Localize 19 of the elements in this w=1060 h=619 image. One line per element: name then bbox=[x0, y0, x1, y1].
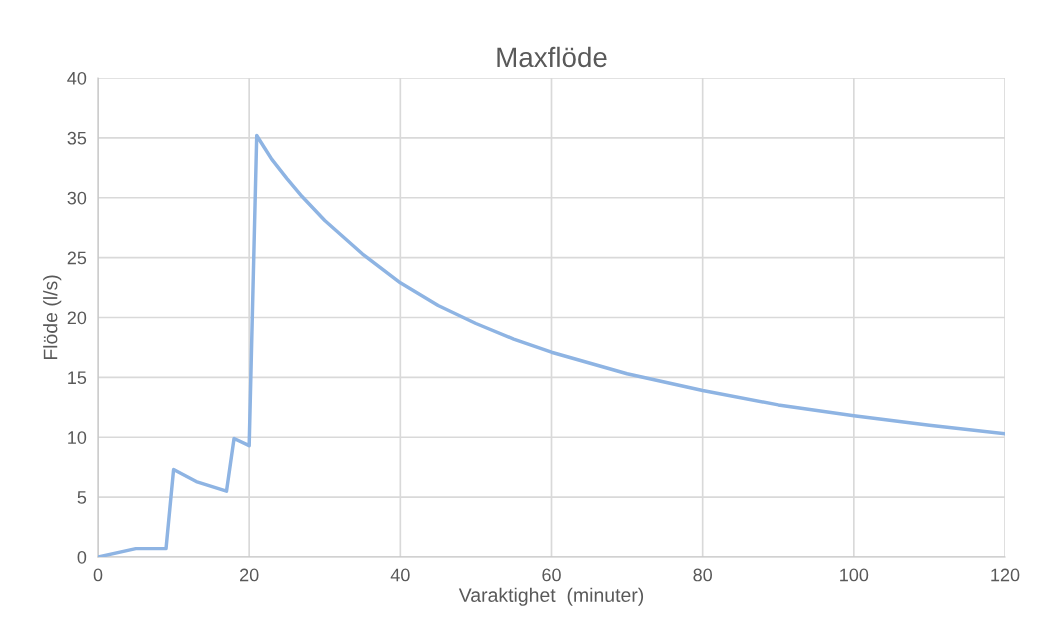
x-tick-label: 100 bbox=[840, 568, 869, 582]
x-tick-label: 40 bbox=[390, 568, 410, 582]
y-tick-label: 5 bbox=[77, 491, 87, 504]
y-tick-label: 20 bbox=[67, 311, 87, 325]
y-axis-title: Flöde (l/s) bbox=[43, 275, 62, 360]
x-tick-label: 20 bbox=[240, 568, 259, 582]
x-tick-label: 80 bbox=[693, 568, 712, 582]
x-tick-label: 120 bbox=[991, 568, 1020, 582]
y-tick-label: 15 bbox=[68, 371, 87, 385]
x-tick-label: 60 bbox=[542, 568, 561, 582]
y-tick-label: 30 bbox=[67, 191, 87, 205]
y-tick-label: 25 bbox=[67, 251, 87, 265]
y-tick-label: 35 bbox=[67, 131, 87, 145]
y-tick-label: 10 bbox=[68, 431, 87, 444]
x-tick-label: 0 bbox=[93, 568, 103, 582]
y-tick-label: 40 bbox=[67, 71, 87, 85]
x-axis-title: Varaktighet (minuter) bbox=[458, 587, 644, 606]
y-tick-label: 0 bbox=[77, 550, 87, 564]
chart-title: Maxflöde bbox=[497, 46, 607, 68]
